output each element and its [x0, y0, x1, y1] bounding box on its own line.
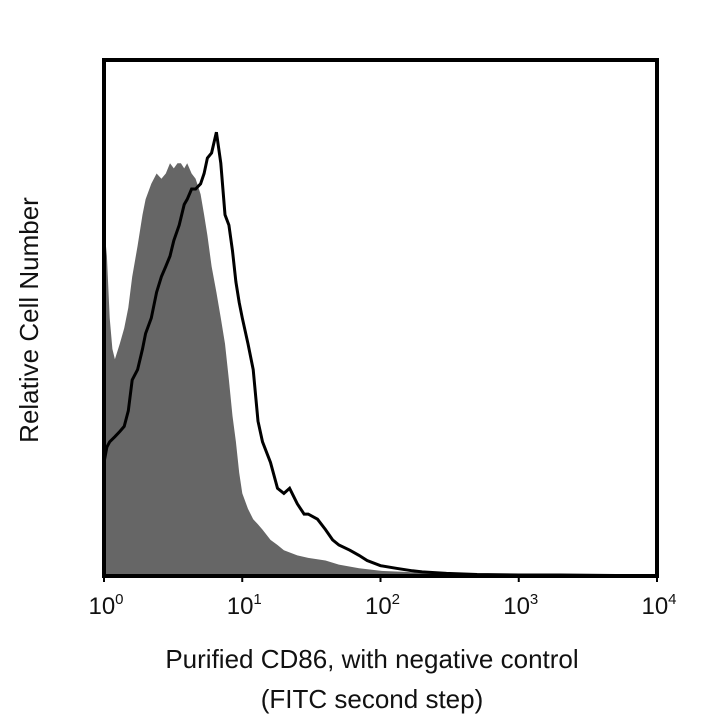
x-axis-label-line-2: (FITC second step): [261, 684, 484, 714]
x-axis-label-line-1: Purified CD86, with negative control: [165, 644, 578, 674]
x-tick-labels: 100 101 102 103 104: [88, 576, 677, 620]
x-tick-label: 101: [227, 591, 262, 620]
x-tick-label: 102: [365, 591, 400, 620]
x-tick-label: 100: [88, 591, 123, 620]
negative-control-histogram: [104, 163, 657, 576]
cd86-stained-histogram: [102, 131, 658, 578]
y-axis-label: Relative Cell Number: [14, 197, 44, 443]
plot-layer: [102, 131, 658, 578]
x-tick-label: 104: [641, 591, 676, 620]
x-tick-label: 103: [503, 591, 538, 620]
